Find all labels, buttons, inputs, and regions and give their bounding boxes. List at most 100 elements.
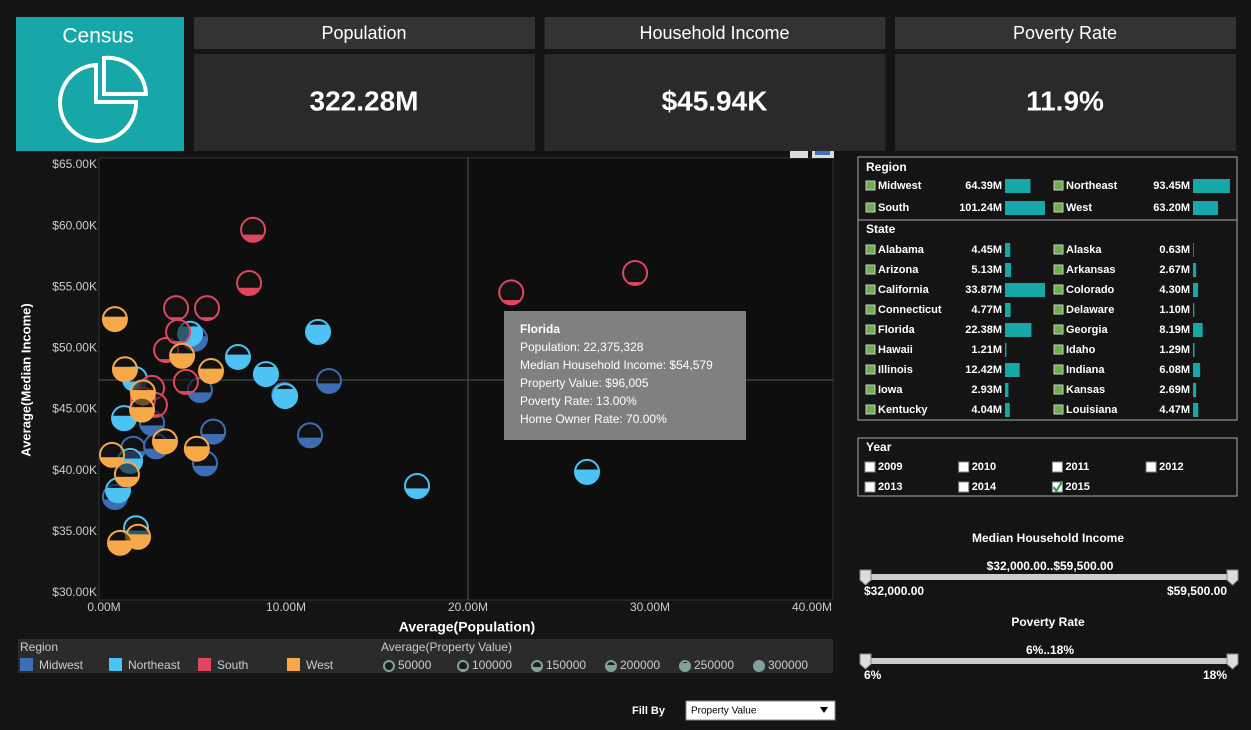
checkbox[interactable] bbox=[1053, 384, 1064, 395]
checkbox[interactable] bbox=[1053, 304, 1064, 315]
filter-item-value: 12.42M bbox=[965, 364, 1002, 376]
filter-item-name: Iowa bbox=[878, 384, 903, 396]
checkbox[interactable] bbox=[865, 384, 876, 395]
filter-item-name: Georgia bbox=[1066, 324, 1108, 336]
kpi-box bbox=[194, 54, 535, 151]
tooltip-line: Poverty Rate: 13.00% bbox=[520, 394, 637, 408]
slider-max: $59,500.00 bbox=[1167, 584, 1227, 598]
filter-item-value: 4.47M bbox=[1159, 404, 1190, 416]
tooltip bbox=[504, 311, 746, 440]
checkbox[interactable] bbox=[865, 324, 876, 335]
filter-bar bbox=[1193, 263, 1197, 277]
checkbox[interactable] bbox=[1053, 344, 1064, 355]
bubble-fill bbox=[154, 359, 179, 363]
bubble-fill bbox=[458, 669, 468, 671]
fill-legend-item bbox=[679, 660, 691, 672]
checkbox[interactable] bbox=[865, 304, 876, 315]
year-label: 2009 bbox=[878, 461, 902, 473]
filter-title: State bbox=[866, 222, 896, 236]
checkbox[interactable] bbox=[1053, 244, 1064, 255]
filter-bar bbox=[1005, 243, 1011, 257]
kpi-box bbox=[544, 54, 886, 151]
checkbox[interactable] bbox=[864, 481, 876, 493]
legend-label: Northeast bbox=[128, 658, 181, 672]
checkbox[interactable] bbox=[1053, 180, 1064, 191]
x-tick-label: 20.00M bbox=[448, 600, 488, 614]
slider-handle[interactable] bbox=[859, 653, 872, 670]
point bbox=[101, 306, 128, 333]
slider-handle[interactable] bbox=[1226, 569, 1239, 586]
point bbox=[404, 473, 431, 499]
checkbox[interactable] bbox=[1053, 202, 1064, 213]
bubble-fill bbox=[164, 317, 189, 321]
checkbox[interactable] bbox=[1053, 284, 1064, 295]
checkbox[interactable] bbox=[958, 461, 970, 473]
point bbox=[165, 318, 192, 345]
checkbox[interactable] bbox=[865, 344, 876, 355]
checkbox[interactable] bbox=[1145, 461, 1157, 473]
point bbox=[297, 422, 324, 449]
filter-item-name: Kansas bbox=[1066, 384, 1105, 396]
checkbox[interactable] bbox=[1053, 264, 1064, 275]
checkbox[interactable] bbox=[958, 481, 970, 493]
bubble-fill bbox=[193, 465, 218, 476]
bubble-outline bbox=[383, 660, 395, 672]
checkbox[interactable] bbox=[865, 264, 876, 275]
point bbox=[129, 396, 156, 423]
checkbox[interactable] bbox=[1051, 461, 1063, 473]
filter-item-value: 2.67M bbox=[1159, 264, 1190, 276]
x-tick-label: 30.00M bbox=[630, 600, 670, 614]
filter-item-value: 5.13M bbox=[971, 264, 1002, 276]
filter-item-name: Idaho bbox=[1066, 344, 1096, 356]
bubble-fill bbox=[316, 383, 341, 393]
filter-bar bbox=[1193, 383, 1197, 397]
checkbox[interactable] bbox=[1051, 481, 1063, 493]
fill-by-select[interactable] bbox=[685, 700, 836, 721]
point bbox=[574, 458, 601, 485]
filter-bar bbox=[1193, 243, 1194, 257]
bubble-fill bbox=[225, 354, 250, 369]
filter-bar bbox=[1005, 403, 1010, 417]
y-tick-label: $40.00K bbox=[52, 463, 97, 477]
bubble-fill bbox=[152, 438, 177, 454]
point bbox=[194, 295, 221, 322]
slider-handle[interactable] bbox=[859, 569, 872, 586]
point bbox=[172, 368, 199, 395]
y-tick-label: $60.00K bbox=[52, 218, 97, 232]
checkbox[interactable] bbox=[865, 180, 876, 191]
filter-item-name: Connecticut bbox=[878, 304, 942, 316]
filter-item-name: Delaware bbox=[1066, 304, 1114, 316]
filter-item-name: South bbox=[878, 202, 909, 214]
fill-legend-item bbox=[457, 660, 469, 672]
slider-handle[interactable] bbox=[1226, 653, 1239, 670]
bubble-outline bbox=[622, 259, 649, 286]
x-tick-label: 10.00M bbox=[266, 600, 306, 614]
checkbox[interactable] bbox=[865, 364, 876, 375]
kpi-header bbox=[895, 17, 1236, 49]
point bbox=[198, 358, 225, 385]
point bbox=[169, 342, 196, 369]
slider-range: $32,000.00..$59,500.00 bbox=[987, 559, 1114, 573]
bubble-fill bbox=[100, 457, 125, 467]
filter-item-value: 64.39M bbox=[965, 180, 1002, 192]
year-label: 2013 bbox=[878, 481, 902, 493]
bubble-fill bbox=[102, 316, 127, 332]
slider-max: 18% bbox=[1203, 668, 1227, 682]
checkbox[interactable] bbox=[865, 404, 876, 415]
fill-legend-item bbox=[753, 660, 765, 672]
point bbox=[305, 318, 332, 345]
checkbox[interactable] bbox=[865, 244, 876, 255]
bubble-fill bbox=[112, 415, 137, 431]
bubble-fill bbox=[173, 391, 198, 394]
checkbox[interactable] bbox=[865, 202, 876, 213]
fill-legend-title: Average(Property Value) bbox=[381, 640, 512, 654]
legend-swatch bbox=[287, 658, 300, 671]
legend-label: Midwest bbox=[39, 658, 84, 672]
bubble-fill bbox=[195, 317, 220, 321]
checkbox[interactable] bbox=[864, 461, 876, 473]
checkbox[interactable] bbox=[865, 284, 876, 295]
checkbox[interactable] bbox=[1053, 404, 1064, 415]
checkbox[interactable] bbox=[1053, 364, 1064, 375]
checkbox[interactable] bbox=[1053, 324, 1064, 335]
